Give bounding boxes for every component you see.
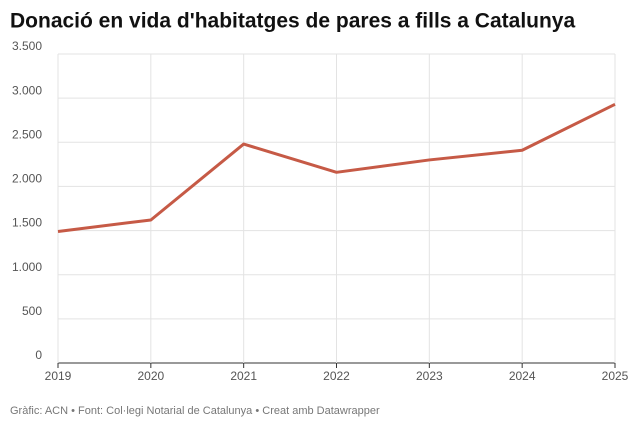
y-tick-label: 3.000 — [12, 83, 42, 97]
chart-title: Donació en vida d'habitatges de pares a … — [10, 10, 575, 33]
x-tick-label: 2023 — [416, 369, 443, 383]
x-tick-label: 2021 — [230, 369, 257, 383]
x-tick-label: 2025 — [602, 369, 629, 383]
x-tick-label: 2022 — [323, 369, 350, 383]
y-tick-label: 2.000 — [12, 172, 42, 186]
x-tick-label: 2019 — [45, 369, 72, 383]
y-tick-label: 2.500 — [12, 127, 42, 141]
y-tick-label: 500 — [22, 304, 42, 318]
y-tick-label: 0 — [35, 348, 42, 362]
y-tick-label: 3.500 — [12, 39, 42, 53]
chart-source: Gràfic: ACN • Font: Col·legi Notarial de… — [10, 405, 380, 417]
x-tick-label: 2024 — [509, 369, 536, 383]
y-tick-label: 1.500 — [12, 216, 42, 230]
data-line — [57, 102, 616, 233]
x-tick-label: 2020 — [137, 369, 164, 383]
y-tick-label: 1.000 — [12, 260, 42, 274]
